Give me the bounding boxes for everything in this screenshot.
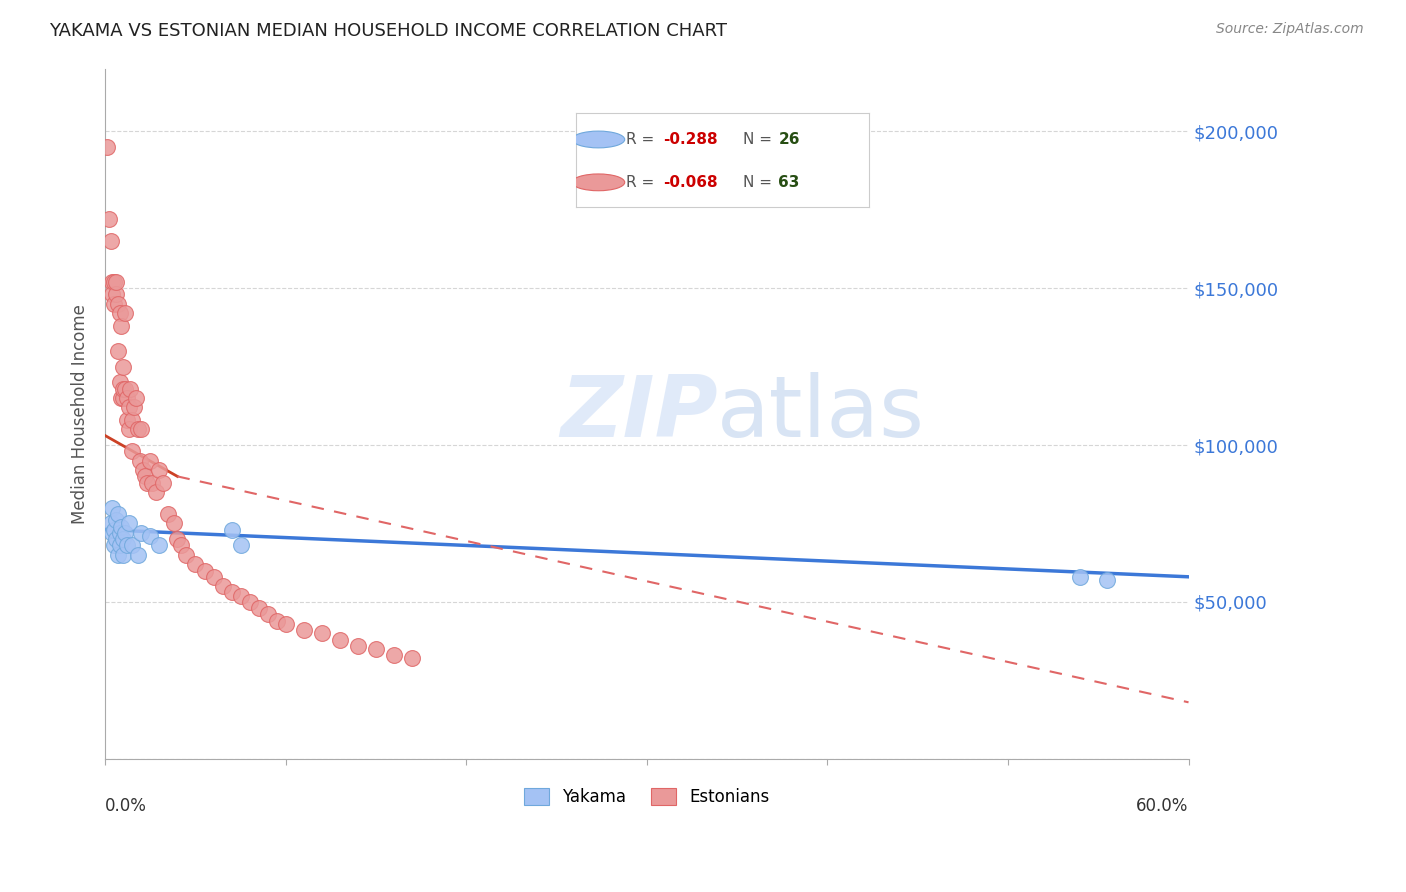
Point xyxy=(122,401,145,415)
Text: YAKAMA VS ESTONIAN MEDIAN HOUSEHOLD INCOME CORRELATION CHART: YAKAMA VS ESTONIAN MEDIAN HOUSEHOLD INCO… xyxy=(49,22,727,40)
Point xyxy=(103,538,125,552)
Point xyxy=(145,485,167,500)
Point xyxy=(105,532,128,546)
Point xyxy=(101,525,124,540)
Text: 0.0%: 0.0% xyxy=(105,797,148,814)
Point xyxy=(108,525,131,540)
Point xyxy=(112,359,135,374)
Point xyxy=(292,623,315,637)
Point xyxy=(115,413,138,427)
Point xyxy=(148,538,170,552)
Point xyxy=(132,463,155,477)
Point xyxy=(107,297,129,311)
Point xyxy=(110,519,132,533)
Point xyxy=(101,275,124,289)
Point xyxy=(112,391,135,405)
Point xyxy=(105,287,128,301)
Point xyxy=(1097,573,1119,587)
Point xyxy=(114,306,136,320)
Point xyxy=(163,516,186,531)
Point xyxy=(125,391,148,405)
Point xyxy=(139,529,162,543)
Point xyxy=(139,453,162,467)
Legend: Yakama, Estonians: Yakama, Estonians xyxy=(517,781,776,813)
Point xyxy=(120,382,142,396)
Point xyxy=(114,382,136,396)
Point xyxy=(115,538,138,552)
Text: 60.0%: 60.0% xyxy=(1136,797,1188,814)
Point xyxy=(103,275,125,289)
Point xyxy=(229,538,252,552)
Point xyxy=(239,595,262,609)
Point xyxy=(105,275,128,289)
Point xyxy=(118,422,141,436)
Point xyxy=(157,507,180,521)
Point xyxy=(131,525,153,540)
Point xyxy=(266,614,288,628)
Point xyxy=(108,538,131,552)
Point xyxy=(131,422,153,436)
Point xyxy=(112,548,135,562)
Point xyxy=(274,616,297,631)
Point xyxy=(347,639,370,653)
Point xyxy=(115,391,138,405)
Point xyxy=(135,475,157,490)
Point xyxy=(364,642,387,657)
Point xyxy=(107,548,129,562)
Point xyxy=(1069,570,1091,584)
Point xyxy=(97,212,120,227)
Point xyxy=(221,585,243,599)
Point xyxy=(311,626,333,640)
Point xyxy=(127,422,149,436)
Y-axis label: Median Household Income: Median Household Income xyxy=(72,303,89,524)
Point xyxy=(103,297,125,311)
Point xyxy=(211,579,233,593)
Point xyxy=(110,318,132,333)
Text: Source: ZipAtlas.com: Source: ZipAtlas.com xyxy=(1216,22,1364,37)
Point xyxy=(382,648,405,663)
Point xyxy=(193,564,215,578)
Point xyxy=(166,532,188,546)
Point xyxy=(105,513,128,527)
Point xyxy=(118,516,141,531)
Point xyxy=(108,376,131,390)
Point xyxy=(170,538,193,552)
Point xyxy=(121,538,143,552)
Point xyxy=(329,632,352,647)
Point xyxy=(256,607,278,622)
Point xyxy=(141,475,163,490)
Point xyxy=(107,343,129,358)
Point xyxy=(100,234,122,248)
Point xyxy=(101,500,124,515)
Point xyxy=(121,413,143,427)
Text: ZIP: ZIP xyxy=(560,372,718,455)
Point xyxy=(152,475,174,490)
Point xyxy=(202,570,225,584)
Point xyxy=(103,523,125,537)
Point xyxy=(110,391,132,405)
Point xyxy=(127,548,149,562)
Point xyxy=(112,532,135,546)
Point xyxy=(221,523,243,537)
Point xyxy=(176,548,198,562)
Point xyxy=(148,463,170,477)
Point xyxy=(108,306,131,320)
Point xyxy=(101,287,124,301)
Point xyxy=(100,516,122,531)
Point xyxy=(229,589,252,603)
Point xyxy=(128,453,150,467)
Point xyxy=(96,140,118,154)
Point xyxy=(401,651,423,665)
Point xyxy=(247,601,270,615)
Point xyxy=(118,401,141,415)
Point xyxy=(112,382,135,396)
Point xyxy=(107,507,129,521)
Point xyxy=(184,558,207,572)
Point xyxy=(134,469,156,483)
Text: atlas: atlas xyxy=(717,372,925,455)
Point xyxy=(114,525,136,540)
Point xyxy=(121,444,143,458)
